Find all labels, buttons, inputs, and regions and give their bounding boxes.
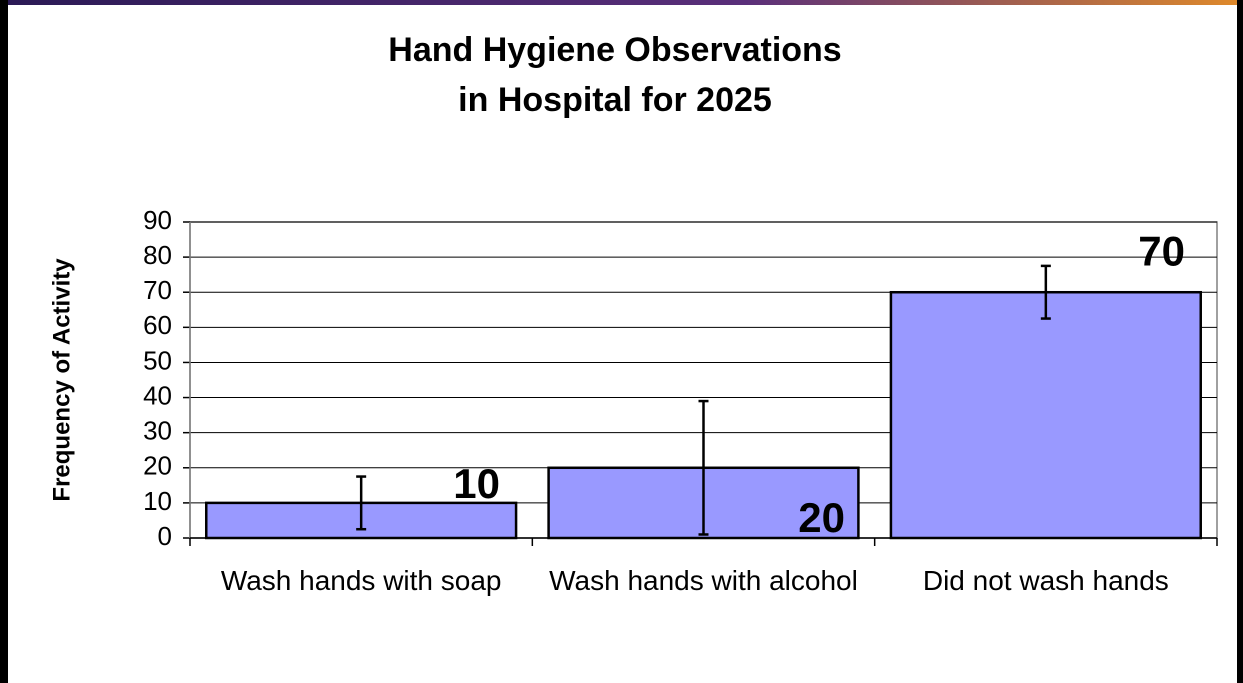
data-label: 70 — [1138, 227, 1185, 274]
chart-title: in Hospital for 2025 — [458, 81, 772, 119]
y-tick-label: 70 — [143, 275, 172, 305]
data-label: 10 — [453, 460, 500, 507]
y-axis-title: Frequency of Activity — [48, 258, 75, 502]
chart-title: Hand Hygiene Observations — [388, 31, 841, 69]
y-tick-label: 60 — [143, 310, 172, 340]
x-tick-label: Wash hands with soap — [220, 565, 502, 596]
y-tick-label: 20 — [143, 451, 172, 481]
bar — [889, 290, 1202, 540]
data-label: 20 — [798, 494, 845, 541]
y-tick-label: 90 — [143, 205, 172, 235]
x-tick-label: Did not wash hands — [922, 565, 1169, 596]
top-strip — [0, 0, 1243, 5]
y-tick-label: 50 — [143, 345, 172, 375]
y-tick-label: 0 — [158, 521, 172, 551]
y-tick-label: 80 — [143, 240, 172, 270]
y-tick-label: 30 — [143, 416, 172, 446]
y-tick-label: 10 — [143, 486, 172, 516]
right-border — [1237, 0, 1243, 683]
left-border — [0, 0, 8, 683]
y-tick-label: 40 — [143, 380, 172, 410]
x-tick-label: Wash hands with alcohol — [549, 565, 858, 596]
